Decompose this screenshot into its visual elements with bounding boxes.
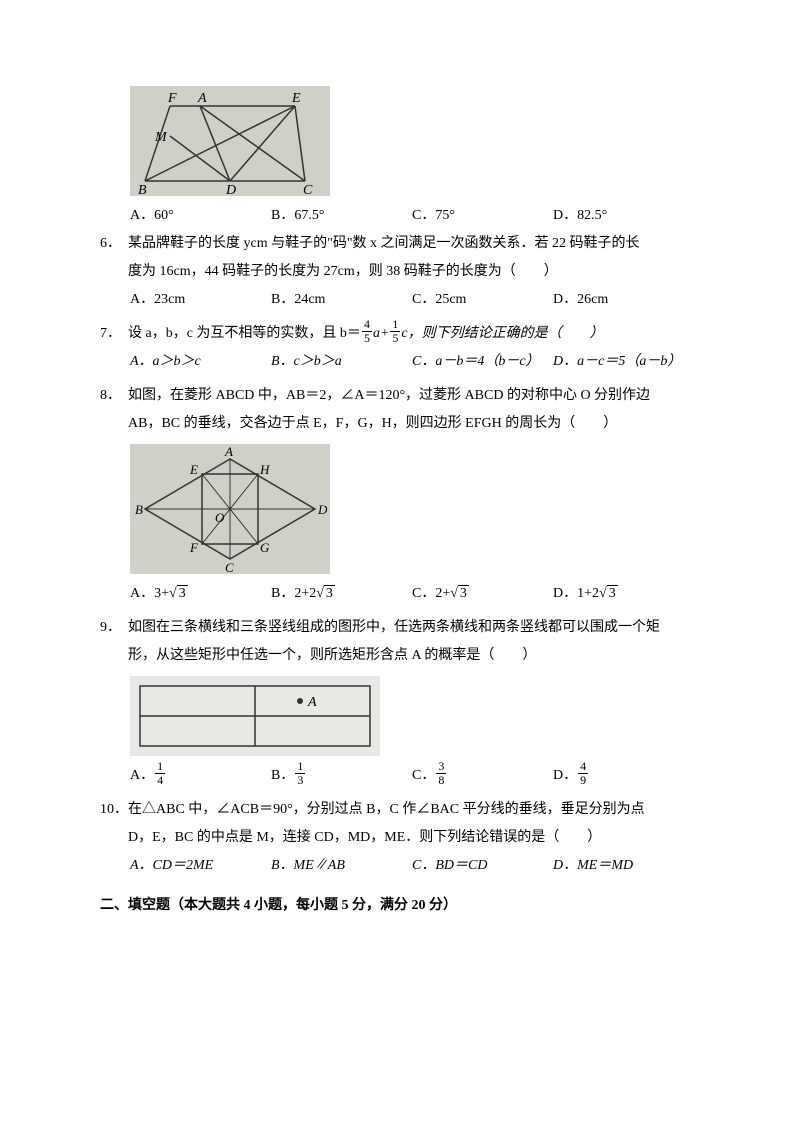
q7-opt-c: C．a－b＝4（b－c）: [412, 348, 553, 376]
svg-text:H: H: [259, 462, 270, 477]
question-7: 7． 设 a，b，c 为互不相等的实数，且 b＝45a+15c，则下列结论正确的…: [100, 320, 694, 376]
svg-text:F: F: [167, 91, 177, 106]
q7-options: A．a＞b＞c B．c＞b＞a C．a－b＝4（b－c） D．a－c＝5（a－b…: [130, 348, 694, 376]
q10-options: A．CD＝2ME B．ME∥AB C．BD＝CD D．ME＝MD: [130, 852, 694, 880]
q8-opt-d: D．1+2√3: [553, 580, 694, 608]
svg-text:A: A: [224, 444, 233, 459]
q7-mid: a+: [373, 326, 389, 341]
question-6: 6． 某品牌鞋子的长度 ycm 与鞋子的"码"数 x 之间满足一次函数关系．若 …: [100, 230, 694, 314]
q6-line1: 某品牌鞋子的长度 ycm 与鞋子的"码"数 x 之间满足一次函数关系．若 22 …: [128, 230, 694, 258]
svg-text:M: M: [154, 130, 168, 145]
svg-text:D: D: [225, 183, 236, 196]
q9-figure: A: [130, 676, 694, 756]
q8-opt-c: C．2+√3: [412, 580, 553, 608]
q10-opt-d: D．ME＝MD: [553, 852, 694, 880]
svg-text:C: C: [225, 560, 234, 574]
q8-line2: AB，BC 的垂线，交各边于点 E，F，G，H，则四边形 EFGH 的周长为（ …: [128, 410, 694, 438]
q8-options: A．3+√3 B．2+2√3 C．2+√3 D．1+2√3: [130, 580, 694, 608]
q7-opt-a: A．a＞b＞c: [130, 348, 271, 376]
q10-line1: 在△ABC 中，∠ACB＝90°，分别过点 B，C 作∠BAC 平分线的垂线，垂…: [128, 796, 694, 824]
q7-frac2: 15: [390, 318, 400, 345]
q10-opt-c: C．BD＝CD: [412, 852, 553, 880]
q7-opt-b: B．c＞b＞a: [271, 348, 412, 376]
q7-post: c，则下列结论正确的是（ ）: [401, 326, 603, 341]
q5-figure: F A E M B D C: [130, 86, 694, 196]
q9-line2: 形，从这些矩形中任选一个，则所选矩形含点 A 的概率是（ ）: [128, 642, 694, 670]
svg-text:E: E: [291, 91, 301, 106]
q10-line2: D，E，BC 的中点是 M，连接 CD，MD，ME．则下列结论错误的是（ ）: [128, 824, 694, 852]
q6-opt-a: A．23cm: [130, 286, 271, 314]
q5-options: A．60° B．67.5° C．75° D．82.5°: [130, 202, 694, 230]
q9-opt-a: A．14: [130, 762, 271, 790]
q8-figure: A B C D E H F G O: [130, 444, 694, 574]
section-2-title: 二、填空题（本大题共 4 小题，每小题 5 分，满分 20 分）: [100, 892, 694, 920]
q5-opt-d: D．82.5°: [553, 202, 694, 230]
q5-opt-b: B．67.5°: [271, 202, 412, 230]
q7-pre: 设 a，b，c 为互不相等的实数，且 b＝: [128, 326, 361, 341]
question-10: 10． 在△ABC 中，∠ACB＝90°，分别过点 B，C 作∠BAC 平分线的…: [100, 796, 694, 880]
q9-num: 9．: [100, 614, 128, 670]
q8-line1: 如图，在菱形 ABCD 中，AB＝2，∠A＝120°，过菱形 ABCD 的对称中…: [128, 382, 694, 410]
q5-opt-c: C．75°: [412, 202, 553, 230]
svg-text:D: D: [317, 502, 328, 517]
svg-text:E: E: [189, 462, 198, 477]
q7-num: 7．: [100, 320, 128, 348]
q6-opt-b: B．24cm: [271, 286, 412, 314]
q10-opt-a: A．CD＝2ME: [130, 852, 271, 880]
svg-text:F: F: [189, 540, 199, 555]
q8-opt-b: B．2+2√3: [271, 580, 412, 608]
q10-opt-b: B．ME∥AB: [271, 852, 412, 880]
q9-opt-b: B．13: [271, 762, 412, 790]
svg-text:B: B: [138, 183, 147, 196]
q6-options: A．23cm B．24cm C．25cm D．26cm: [130, 286, 694, 314]
question-9: 9． 如图在三条横线和三条竖线组成的图形中，任选两条横线和两条竖线都可以围成一个…: [100, 614, 694, 790]
q6-num: 6．: [100, 230, 128, 286]
q7-opt-d: D．a－c＝5（a－b）: [553, 348, 694, 376]
q9-opt-d: D．49: [553, 762, 694, 790]
q6-opt-d: D．26cm: [553, 286, 694, 314]
q8-opt-a: A．3+√3: [130, 580, 271, 608]
q9-line1: 如图在三条横线和三条竖线组成的图形中，任选两条横线和两条竖线都可以围成一个矩: [128, 614, 694, 642]
q6-opt-c: C．25cm: [412, 286, 553, 314]
svg-text:A: A: [197, 91, 207, 106]
q10-num: 10．: [100, 796, 128, 852]
svg-text:C: C: [303, 183, 313, 196]
q9-options: A．14 B．13 C．38 D．49: [130, 762, 694, 790]
svg-text:O: O: [215, 510, 225, 525]
q6-line2: 度为 16cm，44 码鞋子的长度为 27cm，则 38 码鞋子的长度为（ ）: [128, 258, 694, 286]
svg-text:B: B: [135, 502, 143, 517]
svg-text:A: A: [307, 695, 317, 710]
q5-opt-a: A．60°: [130, 202, 271, 230]
q7-frac1: 45: [362, 318, 372, 345]
svg-text:G: G: [260, 540, 270, 555]
question-8: 8． 如图，在菱形 ABCD 中，AB＝2，∠A＝120°，过菱形 ABCD 的…: [100, 382, 694, 608]
q9-opt-c: C．38: [412, 762, 553, 790]
q8-num: 8．: [100, 382, 128, 438]
